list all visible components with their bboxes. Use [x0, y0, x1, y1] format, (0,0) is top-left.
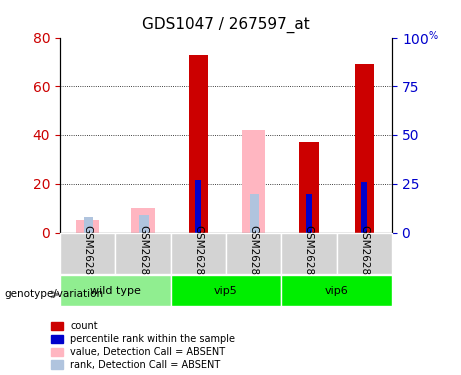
Text: genotype/variation: genotype/variation — [5, 290, 104, 299]
Text: GSM26282: GSM26282 — [138, 225, 148, 282]
Bar — [131, 208, 154, 232]
FancyBboxPatch shape — [115, 232, 171, 274]
Legend: count, percentile rank within the sample, value, Detection Call = ABSENT, rank, : count, percentile rank within the sample… — [51, 321, 236, 370]
Text: vip5: vip5 — [214, 286, 238, 296]
Bar — [250, 194, 260, 232]
FancyBboxPatch shape — [226, 232, 281, 274]
Text: GSM26286: GSM26286 — [359, 225, 369, 282]
FancyBboxPatch shape — [60, 232, 115, 274]
FancyBboxPatch shape — [171, 232, 226, 274]
Text: GSM26283: GSM26283 — [193, 225, 203, 282]
Text: vip6: vip6 — [325, 286, 349, 296]
Title: GDS1047 / 267597_at: GDS1047 / 267597_at — [142, 17, 310, 33]
Text: GSM26285: GSM26285 — [304, 225, 314, 282]
Bar — [84, 217, 94, 232]
FancyBboxPatch shape — [171, 275, 281, 306]
Bar — [242, 130, 265, 232]
Text: GSM26284: GSM26284 — [248, 225, 259, 282]
FancyBboxPatch shape — [281, 232, 337, 274]
Bar — [306, 194, 312, 232]
Text: wild type: wild type — [90, 286, 141, 296]
Bar — [195, 180, 201, 232]
Bar — [76, 220, 99, 232]
Bar — [361, 182, 367, 232]
Bar — [189, 55, 208, 232]
Bar — [139, 215, 149, 232]
Bar — [355, 64, 374, 232]
FancyBboxPatch shape — [337, 232, 392, 274]
Text: GSM26281: GSM26281 — [83, 225, 93, 282]
FancyBboxPatch shape — [60, 275, 171, 306]
Bar — [299, 142, 319, 232]
FancyBboxPatch shape — [281, 275, 392, 306]
